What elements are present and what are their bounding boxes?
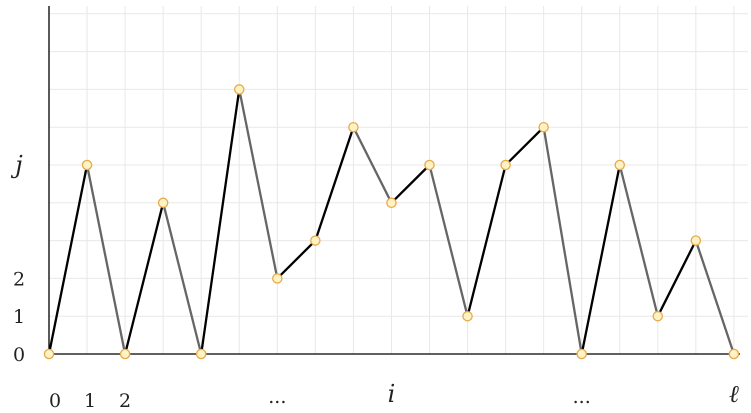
x-tick-label: ... — [573, 386, 591, 408]
path-segment — [47, 163, 89, 356]
path-segment — [580, 163, 621, 356]
x-tick-labels: 0 1 2... i... ℓ — [49, 380, 739, 412]
path-segment — [200, 88, 241, 356]
path-point — [310, 235, 321, 246]
path-segment — [161, 201, 203, 356]
path-segment — [466, 163, 507, 318]
path-point — [233, 84, 245, 95]
path-segment — [314, 126, 355, 242]
x-tick-label: 1 — [84, 390, 96, 412]
path-point — [538, 121, 549, 133]
path-segment — [694, 239, 736, 356]
x-tick-label: 2 — [119, 390, 131, 412]
path-point — [272, 273, 283, 284]
path-segment — [85, 163, 127, 356]
path-segment — [618, 163, 659, 318]
path-segment — [542, 126, 583, 356]
path-point — [690, 235, 702, 246]
path-point — [81, 159, 93, 171]
path-segments — [47, 88, 736, 356]
path-point — [195, 348, 207, 360]
path-point — [119, 348, 131, 360]
path-segment — [390, 163, 431, 204]
path-point — [386, 197, 397, 209]
path-point — [614, 159, 626, 171]
path-segment — [504, 126, 545, 167]
path-segment — [276, 239, 317, 280]
path-segment — [238, 88, 279, 280]
path-point — [348, 121, 359, 133]
x-tick-label: i — [388, 380, 396, 408]
x-tick-label: ... — [268, 386, 286, 408]
y-tick-label: 1 — [13, 306, 25, 328]
path-point — [157, 197, 169, 209]
path-point — [43, 348, 55, 360]
x-tick-label: 0 — [49, 390, 61, 412]
path-point — [652, 310, 664, 322]
path-segment — [123, 201, 165, 356]
path-point — [462, 310, 473, 322]
path-point — [424, 159, 435, 171]
path-point — [500, 159, 511, 171]
y-tick-labels: 0 1 2 j — [10, 151, 25, 366]
y-tick-label: 0 — [13, 344, 25, 366]
path-segment — [352, 126, 393, 204]
path-segment — [656, 239, 697, 318]
x-tick-label: ℓ — [729, 380, 739, 408]
path-segment — [428, 163, 469, 318]
y-tick-label: j — [10, 151, 23, 179]
path-point — [728, 348, 740, 360]
path-points — [43, 84, 740, 360]
path-point — [576, 348, 587, 360]
y-tick-label: 2 — [13, 268, 25, 290]
grid — [49, 6, 748, 354]
